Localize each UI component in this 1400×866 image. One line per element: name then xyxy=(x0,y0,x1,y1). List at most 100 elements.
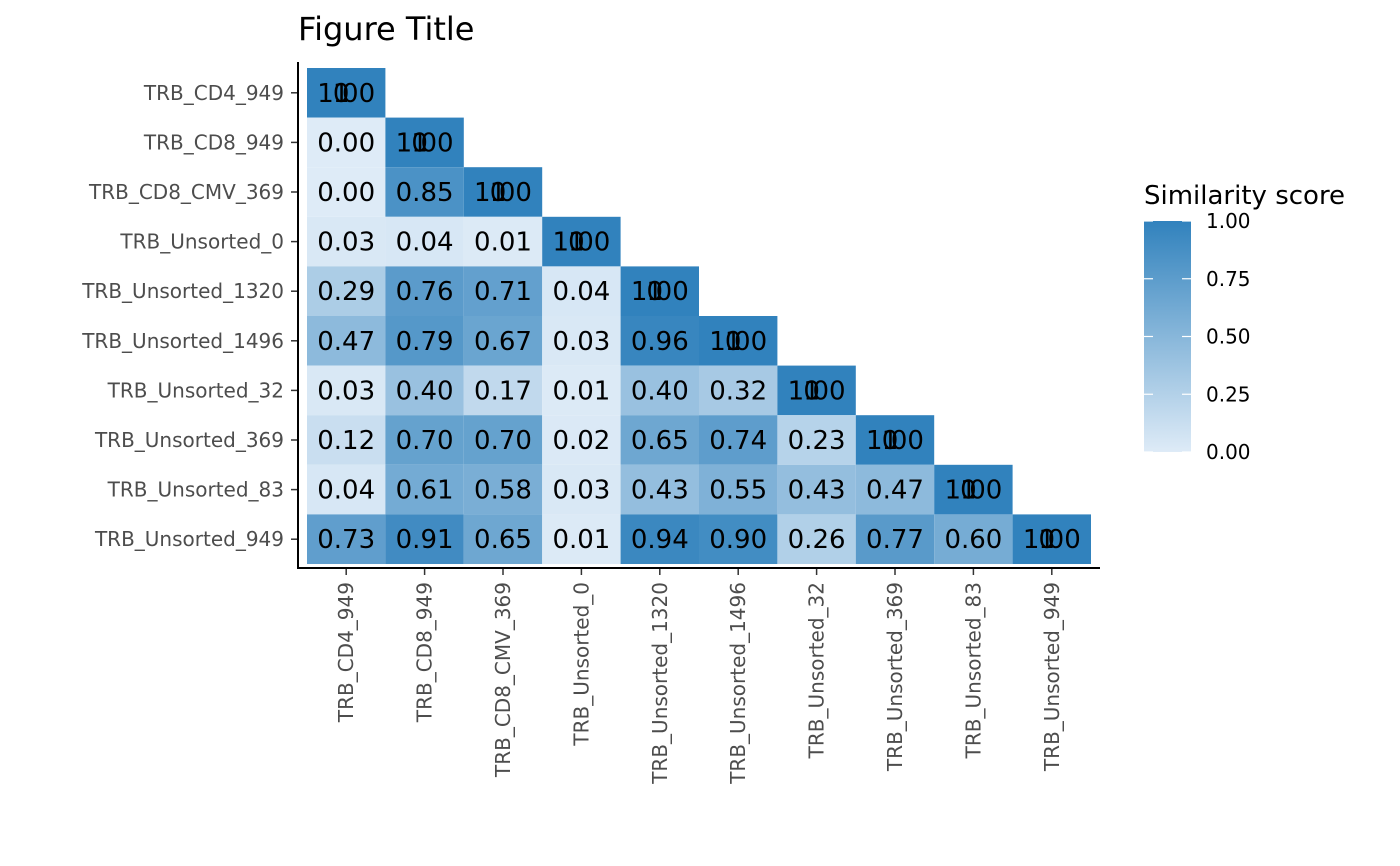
cell-value-label: 0.03 xyxy=(552,327,610,357)
heatmap-cell xyxy=(542,514,621,564)
cell-value-label: 0.91 xyxy=(396,525,454,555)
legend-ticks: 0.00 0.25 0.50 0.75 1.00 xyxy=(1144,209,1251,464)
x-tick-label: TRB_CD8_CMV_369 xyxy=(491,582,515,778)
legend-tick-label: 0.25 xyxy=(1206,382,1251,406)
heatmap-cell xyxy=(385,415,464,465)
heatmap-cell xyxy=(385,464,464,515)
heatmap-cell xyxy=(777,464,856,515)
cell-value-label: 1.00 xyxy=(396,128,454,158)
legend-tick-label: 0.00 xyxy=(1206,440,1251,464)
cell-overlay-label: 0 xyxy=(647,277,664,307)
cell-value-label: 1.00 xyxy=(552,228,610,258)
cell-overlay-label: 1 xyxy=(647,277,664,307)
heatmap-cell xyxy=(620,316,699,366)
cell-value-label: 0.03 xyxy=(317,228,375,258)
cell-value-label: 0.12 xyxy=(317,426,375,456)
cell-overlay-label: 0 xyxy=(725,327,742,357)
y-tick-label: TRB_Unsorted_1496 xyxy=(81,329,284,353)
y-tick-label: TRB_Unsorted_369 xyxy=(94,428,284,452)
heatmap-cell xyxy=(307,216,386,267)
cell-value-label: 0.04 xyxy=(552,277,610,307)
cell-value-label: 0.55 xyxy=(709,476,767,506)
heatmap-cell xyxy=(385,365,464,416)
cell-overlay-label: 1 xyxy=(960,476,977,506)
cell-value-label: 0.70 xyxy=(474,426,532,456)
cell-value-label: 0.40 xyxy=(396,376,454,406)
heatmap-cell xyxy=(463,216,543,267)
heatmap-cell xyxy=(542,216,621,267)
cell-value-label: 0.74 xyxy=(709,426,767,456)
heatmap-cell xyxy=(307,464,386,515)
heatmap-cell xyxy=(307,514,386,564)
heatmap-cell xyxy=(463,365,543,416)
heatmap-cell xyxy=(777,415,856,465)
y-tick-label: TRB_Unsorted_83 xyxy=(107,478,284,502)
cell-overlay-label: 0 xyxy=(333,79,350,109)
cell-value-label: 0.29 xyxy=(317,277,375,307)
cell-value-label: 0.70 xyxy=(396,426,454,456)
cell-value-label: 1.00 xyxy=(631,277,689,307)
cell-overlay-label: 1 xyxy=(411,128,428,158)
heatmap-cell xyxy=(699,514,778,564)
cell-overlay-label: 1 xyxy=(333,79,350,109)
cell-value-label: 0.58 xyxy=(474,476,532,506)
heatmap-cell xyxy=(542,415,621,465)
x-tick-label: TRB_CD4_949 xyxy=(334,582,358,723)
y-tick-label: TRB_CD4_949 xyxy=(143,81,284,105)
cell-overlay-label: 0 xyxy=(411,128,428,158)
heatmap-cell xyxy=(542,365,621,416)
heatmap-cell xyxy=(542,464,621,515)
heatmap-cell xyxy=(307,365,386,416)
heatmap-cell xyxy=(699,365,778,416)
cell-value-label: 0.94 xyxy=(631,525,689,555)
cell-overlay-label: 0 xyxy=(568,228,585,258)
cell-value-label: 0.02 xyxy=(552,426,610,456)
cell-overlay-label: 1 xyxy=(725,327,742,357)
heatmap-cell xyxy=(934,514,1013,564)
cell-value-label: 1.00 xyxy=(474,178,532,208)
legend-title: Similarity score xyxy=(1144,181,1345,211)
heatmap-cell xyxy=(463,316,543,366)
x-axis-labels: TRB_CD4_949 TRB_CD8_949 TRB_CD8_CMV_369 TRB… xyxy=(334,568,1064,785)
heatmap-cell xyxy=(855,415,935,465)
heatmap-cell xyxy=(463,514,543,564)
cell-overlay-label: 1 xyxy=(803,376,820,406)
cell-value-label: 1.00 xyxy=(317,79,375,109)
cell-overlay-label: 0 xyxy=(960,476,977,506)
cell-value-label: 0.96 xyxy=(631,327,689,357)
legend-tick-label: 1.00 xyxy=(1206,209,1251,233)
cell-value-label: 0.60 xyxy=(944,525,1002,555)
x-tick-label: TRB_Unsorted_83 xyxy=(961,582,985,759)
cell-value-label: 0.47 xyxy=(317,327,375,357)
heatmap-cell xyxy=(385,167,464,217)
x-tick-label: TRB_Unsorted_1496 xyxy=(726,582,750,785)
cell-value-label: 0.43 xyxy=(631,476,689,506)
cell-value-label: 0.77 xyxy=(866,525,924,555)
heatmap-cell xyxy=(385,216,464,267)
heatmap-cell xyxy=(699,415,778,465)
y-axis-labels: TRB_CD4_949 TRB_CD8_949 TRB_CD8_CMV_369 TRB… xyxy=(81,81,298,551)
cell-overlay-label: 0 xyxy=(1039,525,1056,555)
heatmap-cell xyxy=(699,316,778,366)
chart-title: Figure Title xyxy=(298,10,474,48)
legend-tick-label: 0.50 xyxy=(1206,325,1251,349)
heatmap-cell xyxy=(620,266,699,316)
heatmap-cell xyxy=(463,167,543,217)
cell-overlay-label: 0 xyxy=(803,376,820,406)
heatmap-cell xyxy=(620,415,699,465)
cell-value-label: 1.00 xyxy=(709,327,767,357)
cell-value-label: 0.76 xyxy=(396,277,454,307)
heatmap-cell xyxy=(307,117,386,168)
cell-value-label: 0.65 xyxy=(474,525,532,555)
cell-value-label: 0.04 xyxy=(317,476,375,506)
cell-value-label: 1.00 xyxy=(788,376,846,406)
cell-value-label: 0.90 xyxy=(709,525,767,555)
y-tick-label: TRB_Unsorted_949 xyxy=(94,527,284,551)
heatmap-cell xyxy=(542,266,621,316)
heatmap-cell xyxy=(620,365,699,416)
heatmap-cell xyxy=(620,464,699,515)
x-tick-label: TRB_Unsorted_32 xyxy=(805,582,829,759)
cell-value-label: 0.43 xyxy=(788,476,846,506)
heatmap-cell xyxy=(385,266,464,316)
